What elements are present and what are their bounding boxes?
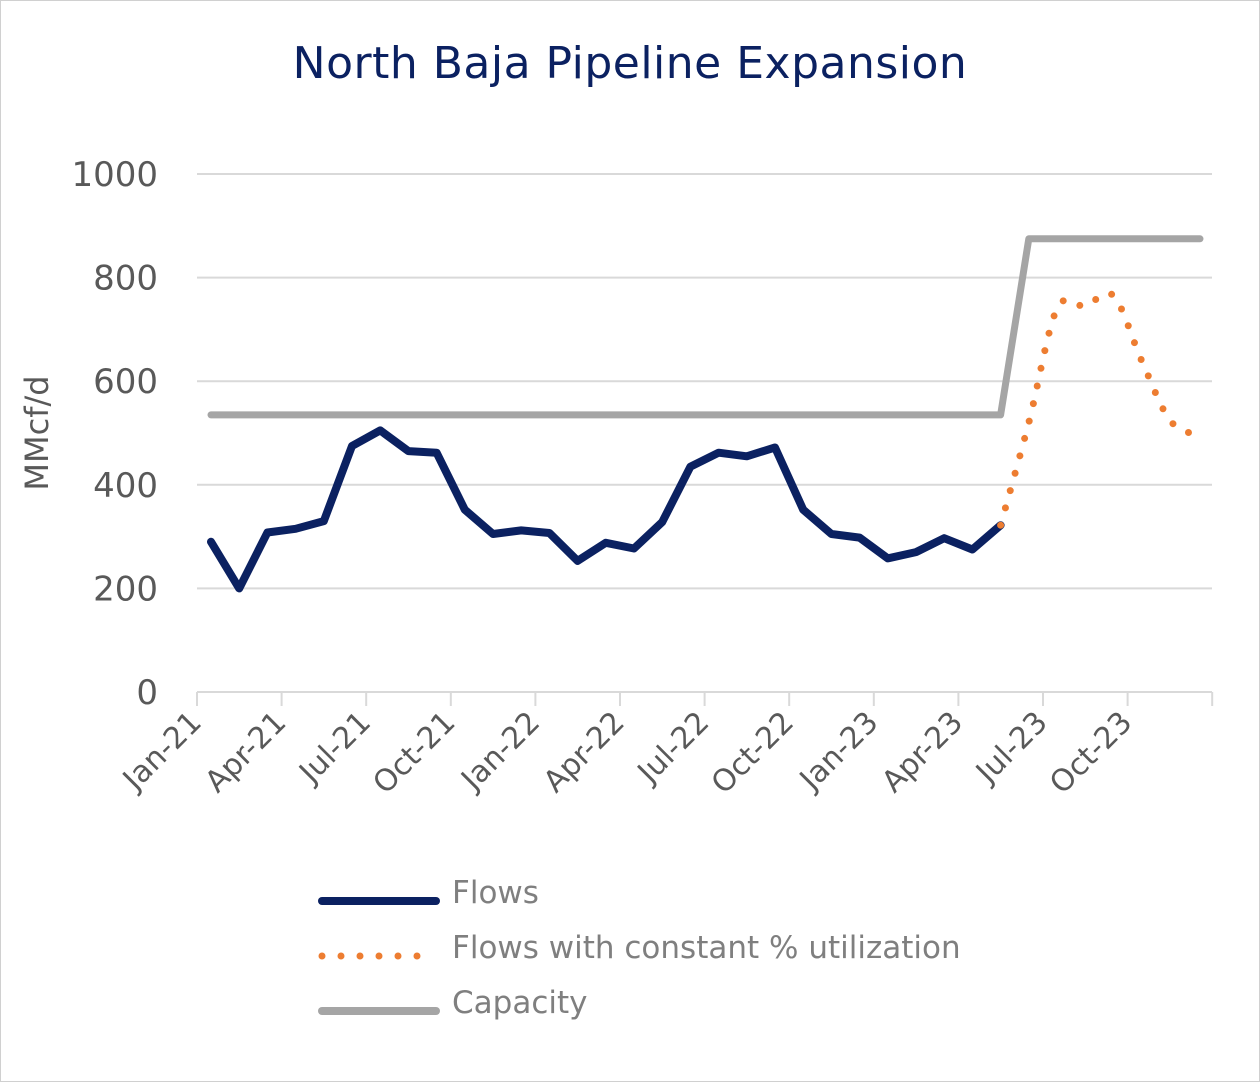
x-tick-label: Jan-22 — [454, 705, 548, 799]
legend-label-flows: Flows — [452, 875, 539, 911]
legend-label-utilization: Flows with constant % utilization — [452, 930, 961, 966]
y-axis-title: MMcf/d — [18, 375, 56, 490]
y-tick-label: 400 — [93, 466, 158, 506]
x-tick-label: Apr-21 — [199, 705, 294, 800]
x-tick-label: Jul-22 — [630, 705, 716, 791]
y-tick-label: 600 — [93, 362, 158, 402]
y-tick-label: 1000 — [71, 155, 158, 195]
series-lines — [207, 235, 1204, 593]
y-tick-label: 800 — [93, 259, 158, 299]
gridlines — [197, 173, 1212, 590]
x-tick-label: Jul-21 — [291, 705, 377, 791]
x-tick-label: Apr-22 — [537, 705, 632, 800]
series-line-flows — [207, 426, 1005, 593]
legend-swatch-capacity — [318, 1007, 440, 1015]
x-tick-label: Jan-21 — [115, 705, 209, 799]
x-tick-label: Oct-21 — [366, 705, 462, 801]
x-tick-label: Jul-23 — [968, 705, 1054, 791]
x-tick-label: Jan-23 — [792, 705, 886, 799]
series-line-flows-with-constant-utilization — [997, 289, 1202, 529]
x-tick-label: Apr-23 — [875, 705, 970, 800]
y-tick-label: 0 — [136, 673, 158, 713]
legend-swatch-utilization — [318, 952, 440, 960]
y-tick-label: 200 — [93, 569, 158, 609]
legend-swatch-flows — [318, 897, 440, 905]
chart-title: North Baja Pipeline Expansion — [292, 38, 968, 89]
x-tick-label: Oct-22 — [705, 705, 801, 801]
x-tick-label: Oct-23 — [1043, 705, 1139, 801]
series-line-capacity — [207, 235, 1204, 419]
legend-label-capacity: Capacity — [452, 985, 588, 1021]
